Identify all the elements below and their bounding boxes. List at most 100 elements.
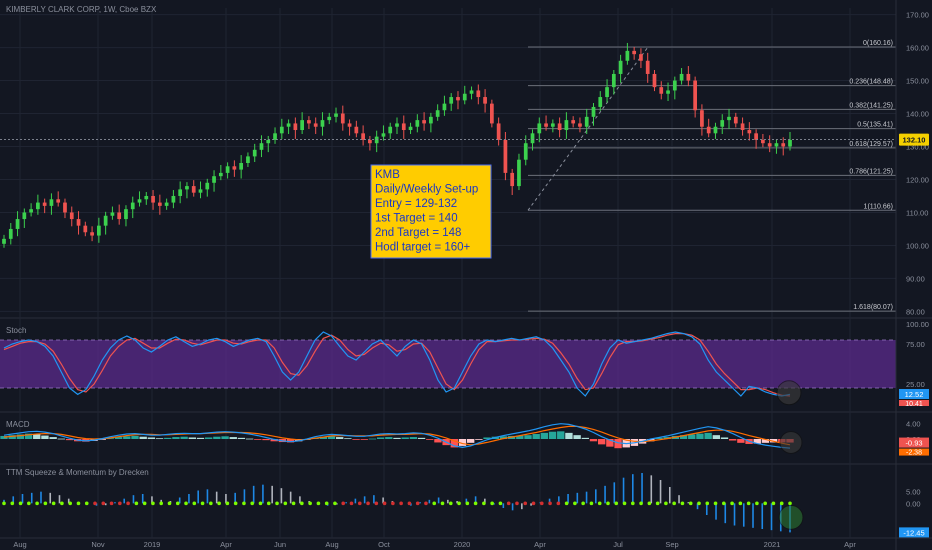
price-pane[interactable]: 0(160.16) 0.236(148.48) 0.382(141.25) 0.5(1…	[0, 40, 896, 312]
candle-body[interactable]	[368, 139, 372, 144]
candle-body[interactable]	[15, 219, 20, 229]
macd-histogram-bar[interactable]	[196, 437, 205, 439]
candle-body[interactable]	[774, 143, 779, 147]
macd-histogram-bar[interactable]	[114, 437, 123, 439]
candle-body[interactable]	[96, 225, 101, 236]
candle-body[interactable]	[327, 116, 332, 121]
macd-histogram-bar[interactable]	[516, 435, 524, 439]
macd-histogram-bar[interactable]	[188, 437, 196, 439]
macd-histogram-bar[interactable]	[548, 431, 557, 439]
macd-line[interactable]	[3, 423, 791, 449]
candle-body[interactable]	[503, 139, 508, 173]
candle-body[interactable]	[130, 202, 135, 210]
macd-histogram-bar[interactable]	[164, 437, 172, 439]
candle-body[interactable]	[693, 80, 698, 111]
candle-body[interactable]	[225, 166, 230, 173]
candle-body[interactable]	[571, 120, 576, 124]
candle-body[interactable]	[469, 90, 474, 94]
macd-histogram-bar[interactable]	[393, 437, 401, 439]
candle-body[interactable]	[767, 143, 772, 147]
macd-histogram-bar[interactable]	[581, 437, 589, 439]
candle-body[interactable]	[788, 139, 792, 147]
macd-histogram-bar[interactable]	[336, 437, 344, 439]
macd-histogram-bar[interactable]	[426, 439, 434, 440]
candle-body[interactable]	[395, 123, 399, 127]
candle-body[interactable]	[740, 123, 745, 131]
macd-pane[interactable]	[0, 423, 803, 454]
candle-body[interactable]	[42, 202, 47, 206]
candle-body[interactable]	[347, 123, 352, 127]
candle-body[interactable]	[381, 133, 386, 137]
candle-body[interactable]	[442, 103, 447, 111]
candle-body[interactable]	[334, 113, 338, 117]
candle-body[interactable]	[144, 195, 149, 200]
candle-body[interactable]	[56, 199, 61, 203]
macd-histogram-bar[interactable]	[229, 437, 237, 439]
candle-body[interactable]	[720, 120, 725, 127]
macd-histogram-bar[interactable]	[65, 439, 74, 441]
candle-body[interactable]	[700, 110, 704, 127]
macd-histogram-bar[interactable]	[106, 438, 115, 440]
annotation-note[interactable]: KMB Daily/Weekly Set-up Entry = 129-132 1st…	[370, 164, 492, 259]
candle-body[interactable]	[652, 73, 657, 88]
macd-histogram-bar[interactable]	[385, 437, 393, 439]
candle-body[interactable]	[632, 50, 637, 55]
candle-body[interactable]	[320, 120, 325, 127]
candle-body[interactable]	[496, 123, 501, 140]
macd-histogram-bar[interactable]	[205, 437, 213, 439]
macd-histogram-bar[interactable]	[16, 434, 25, 439]
macd-histogram-bar[interactable]	[434, 439, 442, 443]
macd-histogram-bar[interactable]	[213, 436, 221, 439]
macd-histogram-bar[interactable]	[696, 433, 704, 439]
ttm-title[interactable]: TTM Squeeze & Momentum by Drecken	[6, 468, 149, 477]
candle-body[interactable]	[618, 60, 623, 74]
macd-histogram-bar[interactable]	[524, 435, 532, 439]
annotation-box[interactable]	[370, 164, 492, 259]
macd-histogram-bar[interactable]	[753, 439, 761, 444]
macd-histogram-bar[interactable]	[704, 432, 712, 439]
macd-histogram-bar[interactable]	[139, 436, 147, 439]
candle-body[interactable]	[625, 50, 630, 61]
macd-histogram-bar[interactable]	[180, 436, 188, 439]
macd-histogram-bar[interactable]	[720, 437, 729, 439]
macd-histogram-bar[interactable]	[41, 435, 49, 439]
candle-body[interactable]	[645, 60, 650, 74]
macd-histogram-bar[interactable]	[483, 437, 491, 439]
candle-body[interactable]	[252, 149, 257, 157]
candle-body[interactable]	[517, 159, 521, 187]
candle-body[interactable]	[8, 228, 13, 239]
candle-body[interactable]	[422, 120, 426, 124]
candle-body[interactable]	[462, 93, 467, 101]
macd-histogram-bar[interactable]	[532, 434, 540, 439]
macd-histogram-bar[interactable]	[401, 437, 409, 439]
candle-body[interactable]	[781, 143, 786, 147]
candle-body[interactable]	[307, 120, 311, 124]
candle-body[interactable]	[523, 143, 528, 160]
candle-body[interactable]	[727, 116, 731, 121]
macd-histogram-bar[interactable]	[614, 439, 622, 449]
macd-histogram-bar[interactable]	[598, 439, 606, 445]
candle-body[interactable]	[557, 123, 562, 131]
candle-body[interactable]	[239, 163, 244, 170]
macd-histogram-bar[interactable]	[737, 439, 745, 443]
macd-histogram-bar[interactable]	[262, 439, 270, 441]
candle-body[interactable]	[449, 97, 454, 104]
macd-histogram-bar[interactable]	[606, 439, 614, 447]
candle-body[interactable]	[361, 133, 365, 140]
candle-body[interactable]	[761, 139, 765, 144]
macd-histogram-bar[interactable]	[450, 439, 458, 448]
candle-body[interactable]	[713, 126, 718, 134]
macd-histogram-bar[interactable]	[647, 439, 655, 442]
candle-body[interactable]	[733, 116, 738, 124]
macd-histogram-bar[interactable]	[8, 435, 16, 439]
candle-body[interactable]	[286, 123, 291, 127]
symbol-title[interactable]: KIMBERLY CLARK CORP, 1W, Cboe BZX	[6, 5, 157, 14]
candle-body[interactable]	[435, 110, 440, 117]
candle-body[interactable]	[408, 126, 413, 131]
candle-body[interactable]	[706, 126, 711, 134]
candle-body[interactable]	[2, 238, 6, 244]
candle-body[interactable]	[476, 90, 481, 98]
macd-histogram-bar[interactable]	[712, 435, 720, 439]
candle-body[interactable]	[754, 133, 758, 140]
candle-body[interactable]	[456, 97, 460, 101]
